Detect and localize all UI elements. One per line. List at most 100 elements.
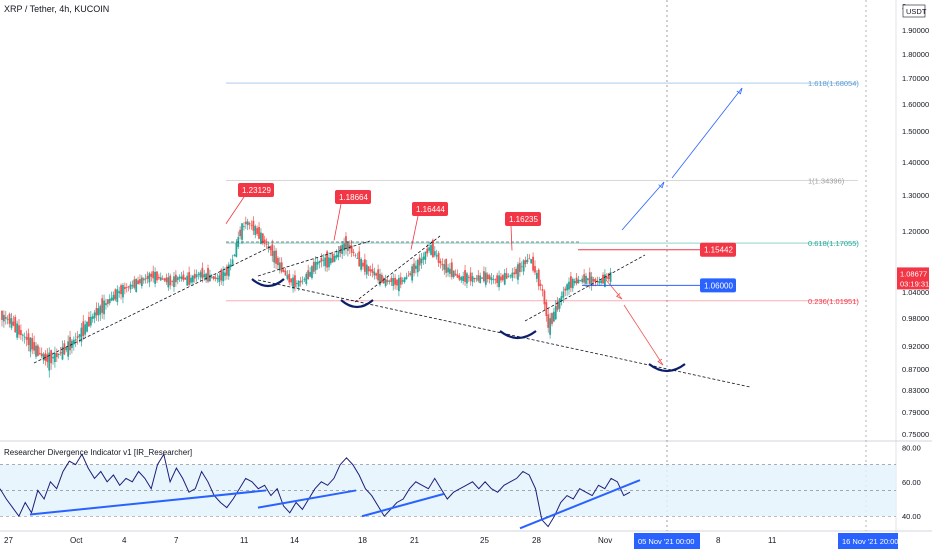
candle-body <box>494 279 497 281</box>
candle-body <box>52 356 54 359</box>
candle-body <box>210 277 213 279</box>
candle-body <box>106 299 109 304</box>
projection-arrow-up-2-head <box>736 87 743 95</box>
candle-body <box>203 274 206 278</box>
candle-body <box>18 325 20 335</box>
candle-body <box>84 324 87 335</box>
x-tick-label: 7 <box>174 536 179 545</box>
candle-body <box>61 346 64 360</box>
candle-body <box>456 274 459 278</box>
projection-arrow-down-head <box>615 292 623 300</box>
candle-body <box>450 262 453 277</box>
candle-body <box>89 316 92 326</box>
candle-body <box>29 337 32 352</box>
candle-body <box>399 277 402 285</box>
candle-body <box>607 273 610 280</box>
candle-body <box>392 278 395 287</box>
candle-body <box>125 287 128 288</box>
candle-body <box>547 314 550 328</box>
candle-body <box>188 272 191 285</box>
candle-body <box>354 254 357 256</box>
candle-body <box>365 264 368 275</box>
candle-body <box>433 251 436 256</box>
candle-body <box>311 266 313 278</box>
candle-body <box>235 242 238 257</box>
candle-body <box>180 276 183 279</box>
candle-body <box>473 278 476 280</box>
candle-body <box>20 330 22 336</box>
candle-body <box>509 275 512 277</box>
x-tick-label: 11 <box>240 536 249 545</box>
candle-body <box>552 311 555 322</box>
candle-body <box>324 257 327 267</box>
candle-body <box>339 246 342 254</box>
candle-body <box>278 262 281 271</box>
candle-body <box>229 264 232 268</box>
y-tick-label: 1.60000 <box>902 100 929 109</box>
high-pointer <box>225 196 245 224</box>
candle-body <box>33 342 36 351</box>
candle-body <box>590 276 593 287</box>
candle-body <box>484 272 487 285</box>
candle-body <box>137 280 139 285</box>
candle-body <box>411 266 414 281</box>
candle-body <box>78 334 81 337</box>
candle-body <box>282 269 285 272</box>
candle-body <box>496 275 499 284</box>
candle-body <box>23 336 26 338</box>
candle-body <box>108 298 111 304</box>
candle-body <box>405 276 408 280</box>
candle-body <box>314 261 317 271</box>
candle-body <box>604 274 606 287</box>
candle-body <box>118 291 121 294</box>
crosshair-date-label: 05 Nov '21 00:00 <box>638 537 694 546</box>
candle-body <box>435 255 438 257</box>
candle-body <box>63 343 66 355</box>
candle-body <box>27 333 30 346</box>
dashed-trendline <box>257 240 371 277</box>
currency-box <box>902 4 926 18</box>
candle-body <box>579 280 582 282</box>
candle-body <box>133 279 136 288</box>
candle-body <box>72 339 75 345</box>
candle-body <box>350 245 353 253</box>
candle-body <box>97 308 100 316</box>
candle-body <box>214 277 217 279</box>
candle-body <box>129 284 132 290</box>
candle-body <box>280 262 283 272</box>
candle-body <box>1 310 3 320</box>
x-tick-label: Oct <box>70 536 83 545</box>
candle-body <box>277 258 279 266</box>
candle-body <box>244 221 247 225</box>
candle-body <box>222 271 225 282</box>
bottom-arc <box>340 299 374 309</box>
candle-body <box>224 272 226 276</box>
candle-body <box>432 239 434 258</box>
candle-body <box>534 266 536 273</box>
candle-body <box>541 289 544 291</box>
candle-body <box>95 308 98 316</box>
candle-body <box>231 259 234 265</box>
x-tick-label: 18 <box>358 536 367 545</box>
candle-body <box>362 262 364 267</box>
candle-body <box>294 275 296 287</box>
candle-body <box>326 251 328 268</box>
candle-body <box>583 274 586 283</box>
candle-body <box>292 277 294 289</box>
x-tick-label: 21 <box>410 536 419 545</box>
candle-body <box>511 272 514 278</box>
level-box-support <box>700 278 736 293</box>
candle-body <box>12 321 15 326</box>
candle-body <box>123 286 126 290</box>
candle-body <box>82 321 85 337</box>
candle-body <box>460 277 463 281</box>
candle-body <box>581 278 584 283</box>
candle-body <box>290 278 293 283</box>
candle-body <box>114 289 117 300</box>
candle-body <box>415 265 417 269</box>
candle-body <box>154 271 156 284</box>
candle-body <box>333 255 336 262</box>
candle-body <box>297 280 300 287</box>
candle-body <box>437 253 440 263</box>
